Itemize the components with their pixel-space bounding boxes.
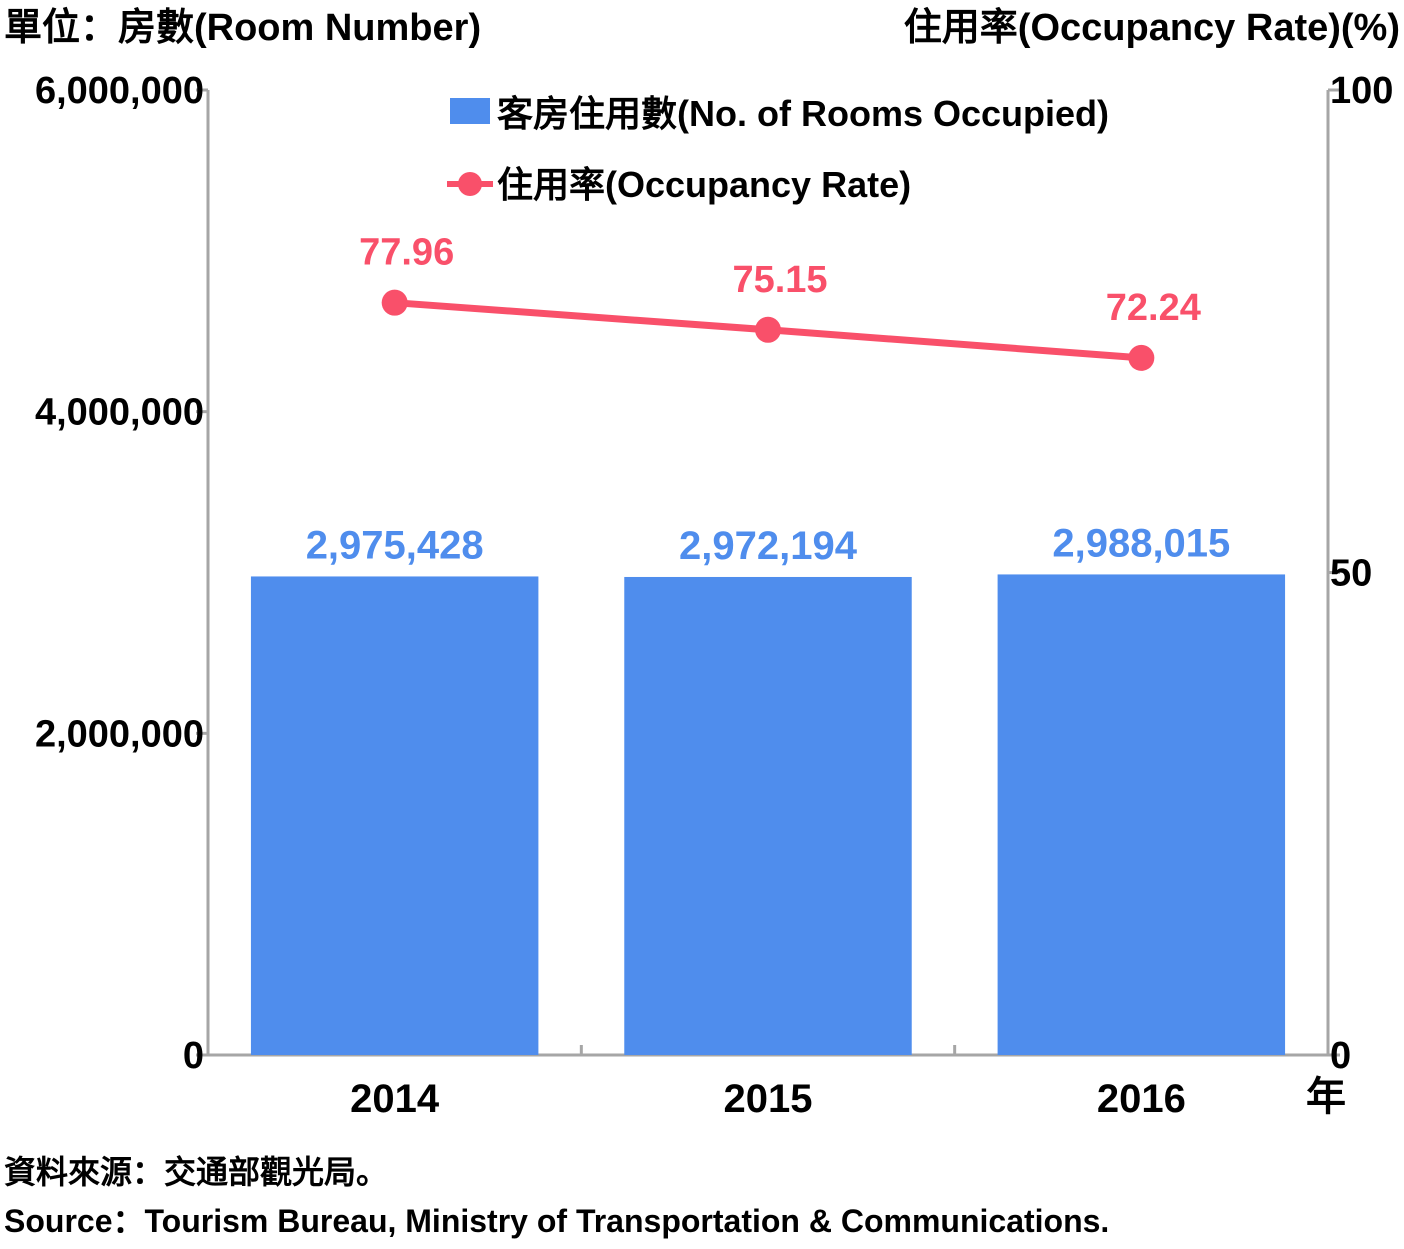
left-tick-label: 6,000,000: [35, 70, 204, 112]
bar-2015: [624, 576, 912, 1055]
legend-swatch-rate-marker: [458, 172, 482, 196]
x-unit-label: 年: [1306, 1075, 1346, 1119]
bar-value-label: 2,988,015: [1052, 521, 1230, 565]
line-point-2015: [755, 316, 781, 343]
right-axis-ticks: 0 50 100: [1328, 70, 1393, 1077]
category-label: 2015: [724, 1077, 813, 1121]
legend-swatch-rooms: [450, 98, 490, 124]
left-tick-label: 4,000,000: [35, 392, 204, 434]
legend-label-rate: 住用率(Occupancy Rate): [497, 164, 911, 205]
line-value-label: 75.15: [732, 259, 827, 301]
right-tick-label: 0: [1330, 1035, 1351, 1077]
bar-value-label: 2,972,194: [679, 524, 858, 568]
right-tick-label: 50: [1330, 553, 1372, 595]
bar-value-labels: 2,975,428 2,972,194 2,988,015: [306, 521, 1231, 568]
right-axis-title: 住用率(Occupancy Rate)(%): [904, 7, 1400, 49]
legend: 客房住用數(No. of Rooms Occupied) 住用率(Occupan…: [447, 93, 1109, 205]
category-label: 2014: [350, 1077, 440, 1121]
line-series: [381, 289, 1155, 371]
bar-series: [250, 574, 1286, 1055]
legend-label-rooms: 客房住用數(No. of Rooms Occupied): [497, 93, 1109, 134]
line-value-label: 77.96: [359, 232, 454, 274]
line-value-label: 72.24: [1106, 287, 1201, 329]
line-point-2014: [381, 289, 408, 316]
category-labels: 2014 2015 2016: [350, 1077, 1186, 1121]
x-axis-ticks: [579, 1045, 957, 1055]
left-tick-label: 0: [183, 1035, 204, 1077]
bar-value-label: 2,975,428: [306, 523, 484, 567]
right-tick-label: 100: [1330, 70, 1393, 112]
source-zh: 資料來源：交通部觀光局。: [4, 1154, 388, 1190]
source-en: Source：Tourism Bureau, Ministry of Trans…: [4, 1203, 1109, 1239]
bar-2016: [997, 574, 1286, 1055]
left-axis-ticks: 0 2,000,000 4,000,000 6,000,000: [35, 70, 208, 1077]
left-tick-label: 2,000,000: [35, 713, 204, 755]
line-point-2016: [1128, 344, 1155, 371]
category-label: 2016: [1097, 1077, 1186, 1121]
line-value-labels: 77.96 75.15 72.24: [359, 232, 1201, 329]
left-axis-title: 單位：房數(Room Number): [4, 7, 481, 49]
bar-2014: [250, 576, 539, 1055]
